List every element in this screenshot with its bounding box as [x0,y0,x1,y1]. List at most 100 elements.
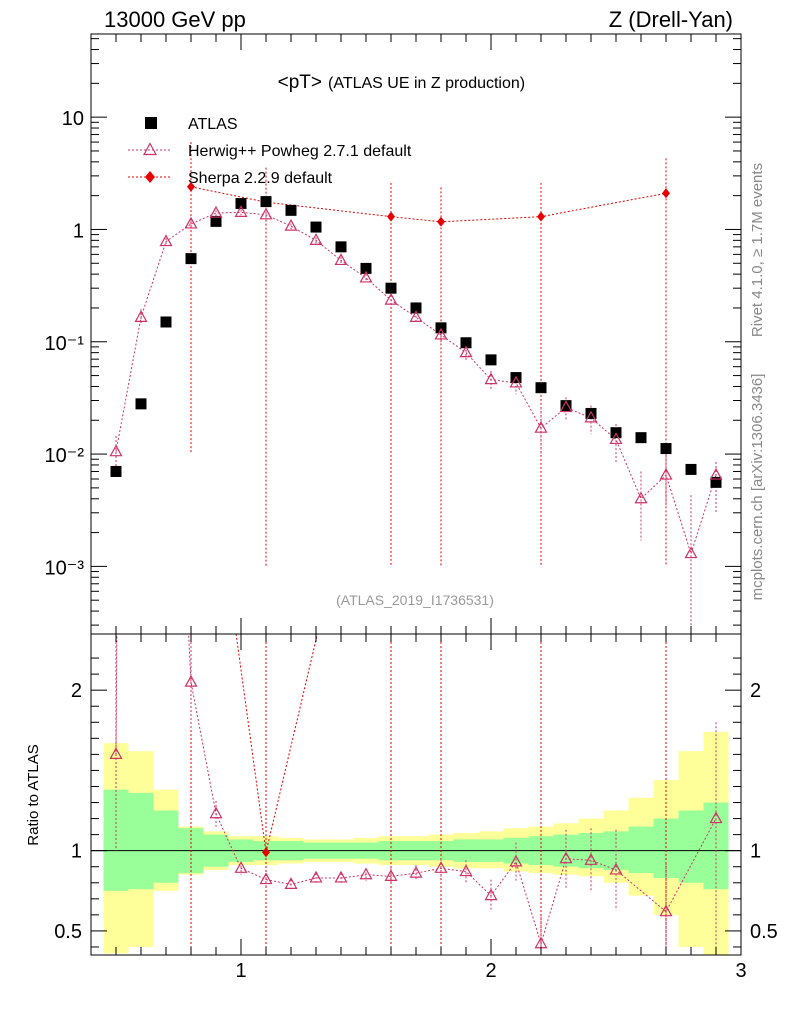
sherpa-ratio-point [262,847,270,858]
legend: ATLAS Herwig++ Powheg 2.7.1 default Sher… [128,116,412,187]
herwig-ratio-point [559,851,573,864]
herwig-point [109,444,123,457]
y-tick-label: 10⁻¹ [45,333,85,355]
ratio-marks [109,634,723,955]
herwig-ratio-point [434,861,448,873]
ratio-ylabel: Ratio to ATLAS [25,744,42,845]
atlas-point [460,337,472,349]
atlas-point [710,476,722,488]
legend-sherpa-label: Sherpa 2.2.9 default [188,170,333,187]
herwig-point [209,205,223,218]
herwig-ratio-point [109,747,123,759]
herwig-point [234,205,248,217]
herwig-ratio-point [484,888,498,901]
legend-herwig-marker [142,142,158,156]
atlas-point [660,443,672,455]
x-tick-label: 1 [235,960,246,982]
herwig-point [359,270,373,283]
herwig-point [684,546,698,559]
herwig-point [309,233,323,245]
main-marks [109,142,723,634]
ratio-axes: 2 2 1 1 0.5 0.5 1 2 3 [54,634,778,982]
sherpa-line [190,186,667,223]
sherpa-point [537,211,545,222]
atlas-point [335,241,347,253]
sherpa-point [437,216,445,227]
legend-atlas-label: ATLAS [188,116,238,133]
herwig-point [584,410,598,423]
herwig-ratio-point [509,854,523,867]
sherpa-point [662,188,670,199]
herwig-line [115,211,717,556]
herwig-point [459,345,473,358]
legend-sherpa-marker [145,171,155,183]
atlas-point [635,432,647,444]
ratio-panel: 2 2 1 1 0.5 0.5 1 2 3 Ratio to ATLAS [25,633,778,982]
ratio-band-green [153,810,179,883]
atlas-point [410,302,422,314]
x-tick-label: 3 [735,960,746,982]
herwig-ratio-point [309,870,323,883]
main-panel: <pT> (ATLAS UE in Z production) (ATLAS_2… [45,33,742,635]
herwig-ratio-point [409,865,423,878]
ratio-band-green [103,789,129,891]
herwig-ratio-point [234,861,248,873]
atlas-point [160,316,172,328]
ratio-y-tick-label-left: 0.5 [54,921,82,943]
legend-herwig-label: Herwig++ Powheg 2.7.1 default [188,143,412,160]
atlas-point [285,204,297,216]
atlas-point [360,262,372,274]
sherpa-ratio-line [235,634,318,853]
ratio-band-green [678,810,704,883]
ratio-y-tick-label-right: 2 [750,680,761,702]
header-right: Z (Drell-Yan) [609,7,733,32]
atlas-point [485,354,497,366]
herwig-ratio-point [584,853,598,865]
herwig-point [434,327,448,340]
atlas-point [385,282,397,294]
ratio-band-green [628,826,654,874]
atlas-point [260,196,272,208]
y-tick-label: 10⁻² [45,445,85,467]
herwig-point [284,218,298,231]
herwig-point [134,310,148,322]
analysis-watermark: (ATLAS_2019_I1736531) [336,592,494,608]
herwig-ratio-point [609,862,623,875]
plot-subtitle: (ATLAS UE in Z production) [328,75,525,92]
herwig-point [634,491,648,504]
x-tick-label: 2 [485,960,496,982]
y-tick-label: 1 [73,220,84,242]
herwig-point [609,432,623,445]
herwig-ratio-point [334,870,348,883]
y-tick-label: 10⁻³ [45,557,85,579]
atlas-point [185,253,197,265]
herwig-ratio-point [259,872,273,885]
atlas-point [135,398,147,410]
atlas-point [685,463,697,475]
herwig-ratio-point [659,904,673,917]
herwig-ratio-point [184,674,198,687]
side-label-mcplots: mcplots.cern.ch [arXiv:1306.3436] [749,374,766,601]
atlas-point [110,465,122,477]
herwig-ratio-point [709,811,723,824]
herwig-point [484,372,498,385]
sherpa-point [387,211,395,222]
herwig-ratio-point [359,867,373,880]
herwig-point [409,310,423,322]
atlas-point [210,215,222,227]
atlas-point [585,407,597,419]
herwig-point [559,400,573,413]
ratio-y-tick-label-right: 0.5 [750,921,778,943]
herwig-ratio-point [209,806,223,819]
herwig-point [709,467,723,480]
ratio-y-tick-label-right: 1 [750,841,761,863]
plot-title: <pT> [278,72,322,93]
ratio-y-tick-label-left: 2 [71,680,82,702]
herwig-ratio-point [384,869,398,881]
side-label-rivet: Rivet 4.1.0, ≥ 1.7M events [749,163,766,337]
ratio-band-green [128,792,154,890]
ratio-bands [103,731,729,955]
herwig-ratio-point [284,877,298,889]
sherpa-point [187,181,195,192]
herwig-point [184,216,198,229]
